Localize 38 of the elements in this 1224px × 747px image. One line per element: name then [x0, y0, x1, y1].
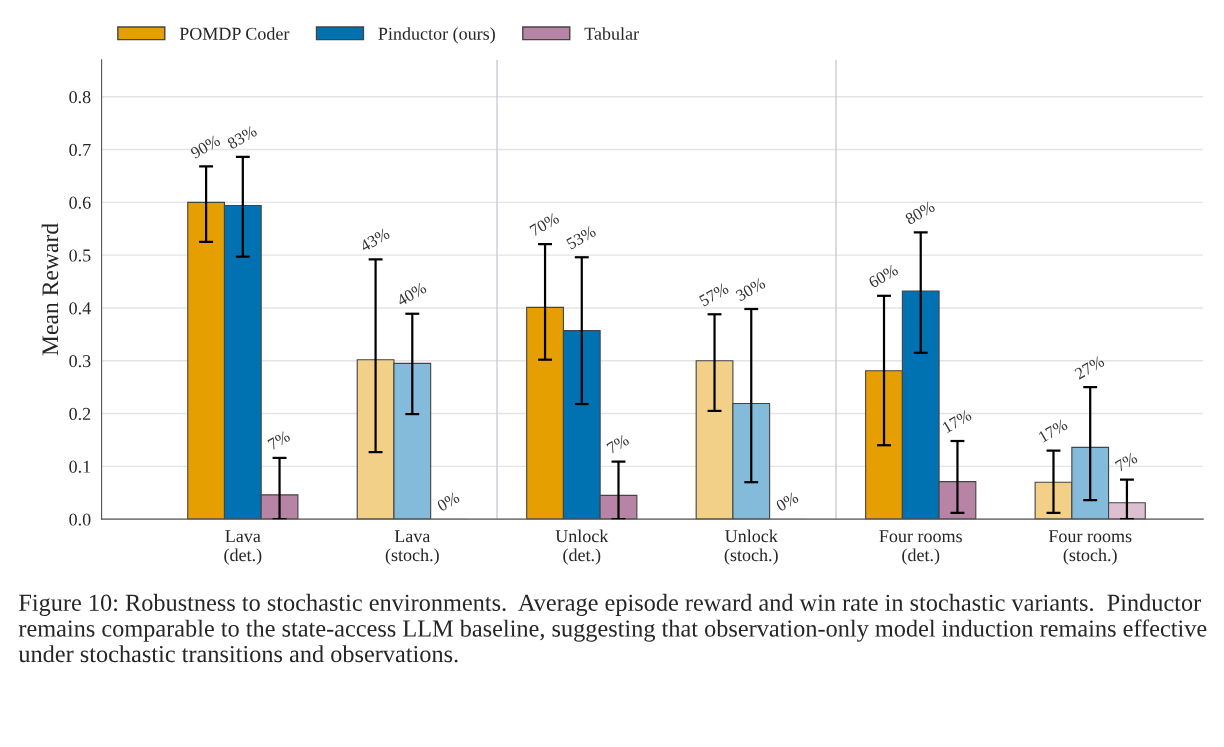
- annotation: 80%: [904, 200, 936, 226]
- x-tick-label: Lava (det.): [224, 530, 262, 565]
- y-tick-label: 0.0: [69, 513, 91, 526]
- annotation: 57%: [698, 282, 730, 307]
- annotation: 0%: [775, 491, 800, 512]
- x-tick-label: Unlock (stoch.): [724, 529, 778, 565]
- legend-label: POMDP Coder: [179, 27, 290, 40]
- y-tick-label: 0.5: [69, 249, 91, 262]
- annotation: 17%: [941, 409, 973, 434]
- annotation: 7%: [267, 430, 291, 451]
- x-tick-label: Lava (stoch.): [385, 530, 439, 565]
- annotation: 43%: [359, 227, 391, 253]
- annotation: 90%: [189, 134, 221, 160]
- x-tick-label: Unlock (det.): [555, 529, 609, 565]
- legend-label: Tabular: [584, 27, 639, 40]
- annotation: 40%: [395, 281, 428, 307]
- annotation: 83%: [226, 125, 258, 150]
- annotation: 53%: [565, 225, 597, 250]
- y-tick-label: 0.8: [69, 90, 91, 104]
- annotation: 27%: [1074, 355, 1106, 380]
- annotation: 60%: [867, 263, 899, 289]
- y-axis-title: Mean Reward: [41, 223, 59, 356]
- annotation: 7%: [606, 433, 630, 454]
- y-tick-label: 0.3: [69, 355, 91, 368]
- annotation: 17%: [1037, 418, 1069, 443]
- y-tick-label: 0.4: [69, 302, 91, 315]
- annotation: 30%: [735, 277, 767, 302]
- x-tick-label: Four rooms (stoch.): [1048, 530, 1132, 565]
- caption: Figure 10: Robustness to stochastic environments. Average episode reward and win rate in stochastic variants. Pinductor remains comparable to the state-access LLM baseline, suggesting that observation-only model induction remains effective under stochastic transitions and observations.: [18, 593, 1207, 663]
- x-tick-label: Four rooms (det.): [879, 530, 962, 565]
- annotation: 7%: [1114, 451, 1139, 472]
- annotation: 0%: [436, 491, 461, 512]
- legend-label: Pinductor (ours): [378, 27, 495, 44]
- y-tick-label: 0.2: [69, 407, 91, 421]
- y-tick-label: 0.7: [69, 143, 91, 157]
- y-tick-label: 0.1: [69, 460, 91, 473]
- y-tick-label: 0.6: [69, 196, 91, 209]
- annotation: 70%: [529, 212, 560, 237]
